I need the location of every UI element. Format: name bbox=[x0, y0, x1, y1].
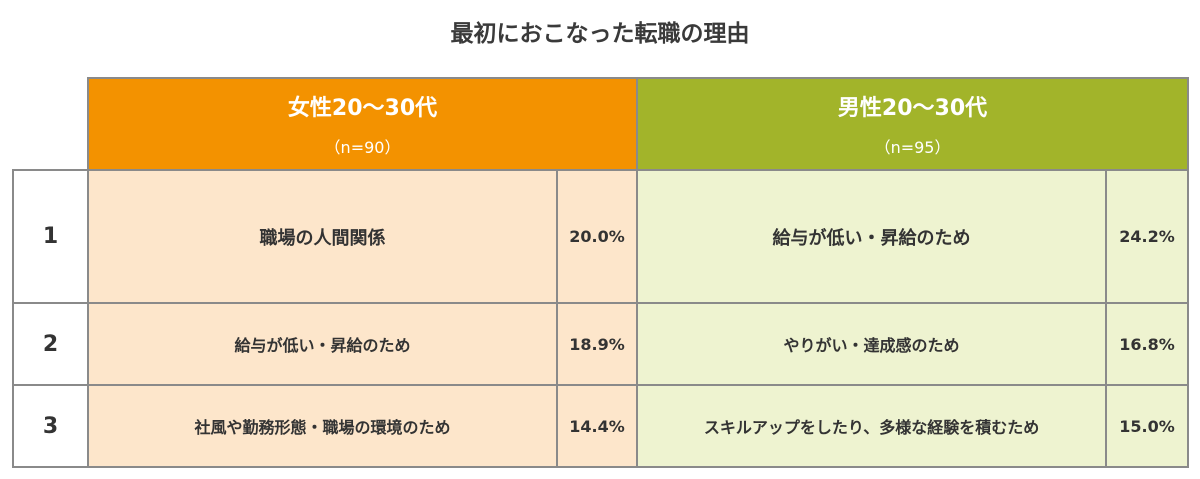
female-group-header: 女性20～30代 （n=90） bbox=[86, 77, 639, 171]
female-reason-cell: 給与が低い・昇給のため bbox=[87, 302, 558, 386]
male-reason-cell: やりがい・達成感のため bbox=[636, 302, 1108, 386]
female-percent-cell: 14.4% bbox=[555, 384, 639, 468]
male-percent-cell: 15.0% bbox=[1105, 384, 1190, 468]
table-row: 1 職場の人間関係 20.0% 給与が低い・昇給のため 24.2% bbox=[12, 169, 1190, 304]
header-row: 女性20～30代 （n=90） 男性20～30代 （n=95） bbox=[13, 77, 1190, 171]
page-title: 最初におこなった転職の理由 bbox=[450, 21, 750, 47]
rank-cell: 1 bbox=[12, 169, 89, 304]
corner-cell bbox=[13, 78, 88, 171]
rank-cell: 2 bbox=[12, 302, 89, 386]
male-reason-cell: 給与が低い・昇給のため bbox=[636, 169, 1108, 304]
male-group-name: 男性20～30代 bbox=[837, 96, 988, 121]
female-percent-cell: 20.0% bbox=[555, 169, 639, 304]
female-sample-size: （n=90） bbox=[324, 138, 401, 157]
ranking-table: 女性20～30代 （n=90） 男性20～30代 （n=95） 1 職場の人間関… bbox=[12, 77, 1190, 468]
male-percent-cell: 16.8% bbox=[1105, 302, 1190, 386]
female-percent-cell: 18.9% bbox=[555, 302, 639, 386]
female-group-name: 女性20～30代 bbox=[287, 96, 438, 121]
male-percent-cell: 24.2% bbox=[1105, 169, 1190, 304]
male-reason-cell: スキルアップをしたり、多様な経験を積むため bbox=[636, 384, 1108, 468]
male-sample-size: （n=95） bbox=[874, 138, 951, 157]
male-group-header: 男性20～30代 （n=95） bbox=[636, 77, 1190, 171]
female-reason-cell: 社風や勤務形態・職場の環境のため bbox=[87, 384, 558, 468]
table-row: 3 社風や勤務形態・職場の環境のため 14.4% スキルアップをしたり、多様な経… bbox=[12, 384, 1190, 468]
female-reason-cell: 職場の人間関係 bbox=[87, 169, 558, 304]
table-row: 2 給与が低い・昇給のため 18.9% やりがい・達成感のため 16.8% bbox=[12, 302, 1190, 386]
rank-cell: 3 bbox=[12, 384, 89, 468]
